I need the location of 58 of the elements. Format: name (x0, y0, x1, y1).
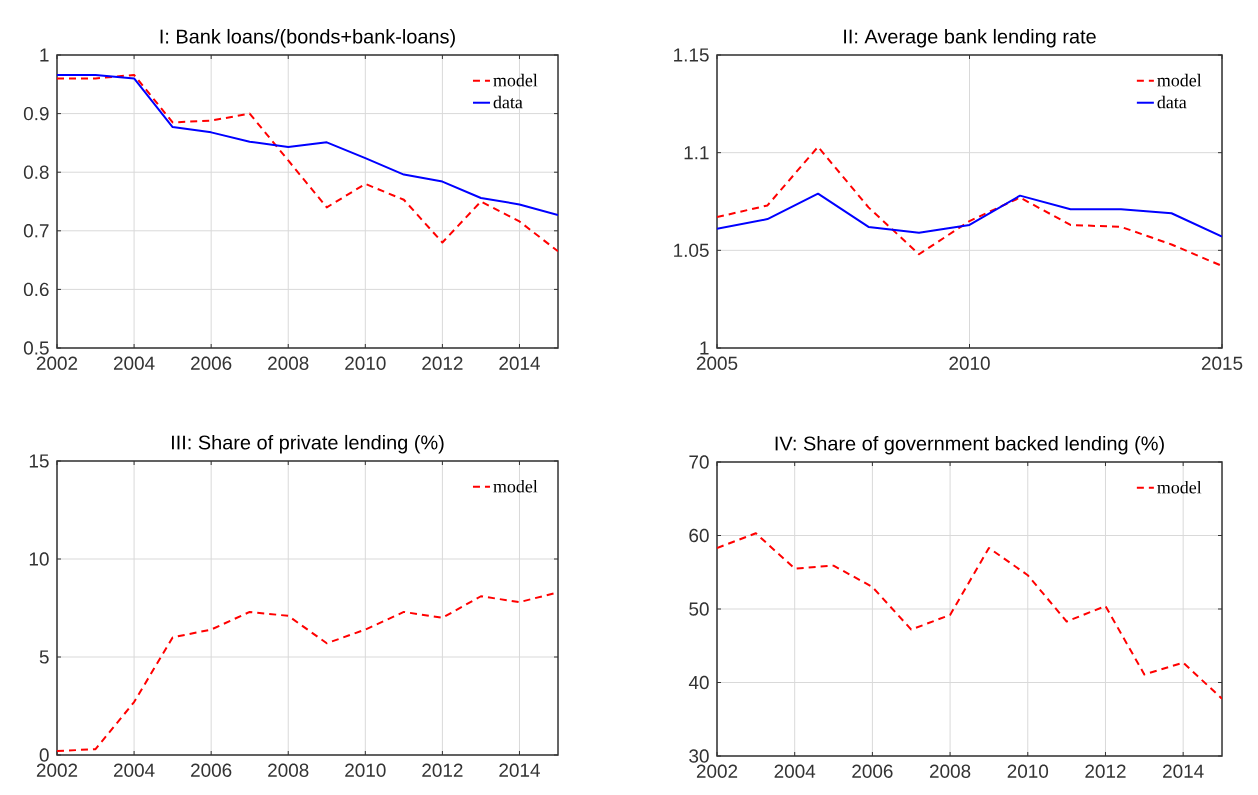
x-tick-label: 2010 (1007, 764, 1049, 778)
x-tick-label: 2015 (1201, 356, 1243, 370)
y-tick-label: 50 (689, 602, 709, 616)
x-tick-label: 2012 (422, 356, 463, 370)
legend-label: model (1157, 480, 1202, 494)
y-tick-label: 70 (689, 455, 709, 469)
x-tick-label: 2002 (36, 356, 78, 370)
y-tick-label: 10 (29, 552, 49, 566)
x-tick-label: 2010 (345, 356, 386, 370)
x-tick-label: 2014 (499, 356, 540, 370)
x-tick-label: 2006 (191, 763, 232, 777)
line-series (57, 73, 558, 216)
x-tick-label: 2008 (268, 763, 309, 777)
x-tick-label: 2005 (696, 356, 738, 370)
legend-label: model (1157, 73, 1202, 87)
line-series (717, 192, 1223, 238)
x-tick-label: 2012 (1085, 764, 1126, 778)
x-tick-label: 2010 (345, 763, 386, 777)
chart-title: I: Bank loans/(bonds+bank-loans) (160, 28, 455, 48)
y-tick-label: 30 (689, 749, 709, 763)
y-tick-label: 1.1 (684, 146, 709, 160)
chart-title: IV: Share of government backed lending (%) (775, 435, 1164, 455)
x-tick-label: 2014 (1163, 764, 1204, 778)
chart-title: II: Average bank lending rate (844, 28, 1096, 48)
y-tick-label: 0.9 (23, 106, 49, 121)
y-tick-label: 0 (39, 748, 49, 762)
legend-label: data (493, 95, 523, 109)
x-tick-label: 2004 (774, 764, 816, 778)
legend-label: model (493, 479, 538, 493)
x-tick-label: 2008 (929, 764, 971, 778)
x-tick-label: 2008 (268, 356, 309, 370)
chart-title: III: Share of private lending (%) (172, 434, 444, 454)
legend-label: data (1157, 95, 1187, 109)
line-series (717, 145, 1223, 267)
x-tick-label: 2004 (113, 356, 155, 370)
x-tick-label: 2006 (852, 764, 893, 778)
y-tick-label: 60 (689, 528, 709, 543)
x-tick-label: 2014 (499, 763, 540, 777)
legend-label: model (493, 73, 538, 87)
x-tick-label: 2012 (422, 763, 463, 777)
y-tick-label: 1.05 (674, 243, 709, 258)
y-tick-label: 0.7 (23, 224, 49, 238)
y-tick-label: 0.5 (23, 341, 49, 355)
line-series (57, 73, 558, 253)
y-tick-label: 0.8 (23, 165, 49, 179)
x-tick-label: 2004 (113, 763, 155, 777)
x-tick-label: 2002 (36, 763, 78, 777)
y-tick-label: 15 (29, 454, 49, 468)
y-tick-label: 1 (40, 48, 49, 62)
x-tick-label: 2002 (696, 764, 738, 778)
y-tick-label: 1.15 (674, 48, 709, 62)
y-tick-label: 1 (700, 341, 709, 355)
x-tick-label: 2010 (949, 356, 990, 370)
y-tick-label: 5 (39, 650, 49, 664)
x-tick-label: 2006 (191, 356, 232, 370)
y-tick-label: 40 (688, 675, 709, 690)
line-series (717, 532, 1223, 700)
y-tick-label: 0.6 (23, 282, 49, 297)
